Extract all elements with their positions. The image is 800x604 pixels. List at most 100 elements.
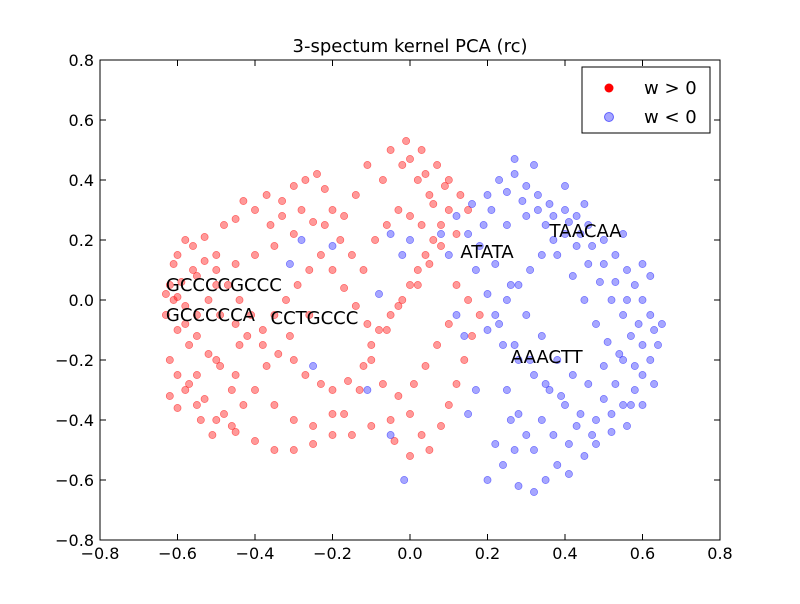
scatter-point-w-positive — [235, 341, 244, 349]
scatter-point-w-negative — [502, 188, 511, 196]
scatter-point-w-negative — [580, 296, 589, 304]
scatter-point-w-positive — [192, 272, 201, 280]
scatter-point-w-negative — [297, 236, 306, 244]
scatter-point-w-negative — [572, 212, 581, 220]
annotation-label: GCCCCCA — [166, 305, 256, 326]
scatter-point-w-negative — [619, 401, 627, 409]
scatter-point-w-positive — [223, 281, 232, 289]
legend-marker-w-positive — [604, 83, 614, 93]
scatter-point-w-negative — [584, 380, 593, 388]
scatter-point-w-negative — [572, 422, 581, 430]
scatter-point-w-positive — [212, 251, 221, 259]
scatter-point-w-positive — [305, 311, 314, 319]
axis-layer: −0.8 −0.6 −0.4 −0.2 0.0 0.2 0.4 0.6 0.8 −0.8 −0.6 −… — [55, 51, 733, 563]
scatter-point-w-positive — [475, 311, 484, 319]
scatter-point-w-positive — [208, 431, 217, 439]
scatter-point-w-positive — [251, 206, 259, 214]
scatter-point-w-positive — [421, 170, 430, 178]
scatter-point-w-positive — [367, 422, 376, 430]
scatter-point-w-negative — [565, 470, 573, 478]
scatter-point-w-negative — [599, 395, 608, 403]
scatter-point-w-positive — [289, 446, 298, 454]
scatter-point-w-positive — [328, 431, 337, 439]
scatter-point-w-positive — [363, 320, 372, 328]
scatter-point-w-positive — [192, 371, 201, 379]
scatter-point-w-positive — [437, 422, 445, 430]
scatter-point-w-positive — [235, 296, 244, 304]
annotation-layer: GCCCCGCCC GCCCCCA CCTGCCC ATATA TAACAA AAACTT — [166, 221, 622, 368]
scatter-point-w-negative — [634, 320, 643, 328]
scatter-point-w-negative — [638, 260, 647, 268]
scatter-point-w-positive — [394, 206, 403, 214]
scatter-point-w-negative — [565, 218, 573, 226]
scatter-point-w-positive — [181, 302, 190, 310]
scatter-point-w-negative — [638, 296, 647, 304]
scatter-point-w-negative — [553, 356, 562, 364]
scatter-point-w-positive — [386, 311, 395, 319]
scatter-point-w-positive — [192, 332, 201, 340]
scatter-point-w-positive — [270, 311, 279, 319]
scatter-point-w-positive — [243, 332, 252, 340]
scatter-point-w-positive — [398, 161, 407, 169]
scatter-point-w-positive — [340, 212, 348, 220]
scatter-point-w-negative — [611, 380, 620, 388]
scatter-point-w-positive — [320, 221, 329, 229]
scatter-point-w-negative — [623, 296, 631, 304]
scatter-point-w-positive — [452, 230, 461, 238]
scatter-point-w-positive — [231, 215, 240, 223]
scatter-point-w-negative — [592, 320, 600, 328]
scatter-point-w-positive — [386, 416, 395, 424]
annotation-label: AAACTT — [511, 347, 584, 368]
scatter-point-w-positive — [231, 428, 240, 436]
scatter-point-w-positive — [417, 431, 426, 439]
scatter-point-w-positive — [468, 332, 476, 340]
scatter-point-w-positive — [301, 371, 310, 379]
scatter-point-w-positive — [417, 221, 426, 229]
scatter-point-w-positive — [309, 440, 317, 448]
scatter-point-w-positive — [289, 230, 298, 238]
scatter-point-w-positive — [177, 278, 186, 286]
scatter-point-w-negative — [561, 182, 569, 190]
scatter-point-w-positive — [247, 311, 255, 319]
scatter-point-w-positive — [444, 176, 453, 184]
scatter-point-w-positive — [278, 197, 286, 205]
scatter-point-w-positive — [161, 311, 170, 319]
scatter-point-w-positive — [212, 416, 221, 424]
scatter-point-w-negative — [479, 221, 488, 229]
scatter-point-w-positive — [270, 446, 279, 454]
scatter-point-w-negative — [627, 332, 635, 340]
scatter-point-w-negative — [615, 350, 624, 358]
scatter-point-w-negative — [437, 230, 445, 238]
scatter-point-w-negative — [599, 260, 608, 268]
scatter-point-w-negative — [510, 341, 519, 349]
scatter-point-w-negative — [510, 170, 519, 178]
scatter-point-w-positive — [359, 362, 368, 370]
scatter-point-w-positive — [239, 401, 248, 409]
scatter-point-w-positive — [406, 281, 414, 289]
scatter-point-w-positive — [351, 302, 360, 310]
scatter-point-w-positive — [301, 176, 310, 184]
scatter-point-w-positive — [309, 422, 317, 430]
scatter-point-w-negative — [630, 362, 639, 370]
scatter-point-w-positive — [181, 320, 190, 328]
scatter-point-w-positive — [200, 233, 209, 241]
scatter-point-w-negative — [619, 230, 627, 238]
scatter-point-w-positive — [165, 392, 174, 400]
scatter-point-w-negative — [514, 356, 523, 364]
scatter-point-w-negative — [549, 431, 558, 439]
scatter-point-w-positive — [444, 320, 453, 328]
scatter-point-w-positive — [375, 326, 383, 334]
scatter-point-w-negative — [553, 461, 562, 469]
chart-title: 3-spectum kernel PCA (rc) — [293, 36, 528, 57]
scatter-point-w-positive — [262, 362, 271, 370]
scatter-point-w-positive — [406, 410, 414, 418]
scatter-point-w-negative — [328, 242, 337, 250]
scatter-point-w-negative — [522, 431, 531, 439]
scatter-point-w-positive — [464, 206, 472, 214]
scatter-point-w-positive — [398, 296, 407, 304]
scatter-point-w-negative — [518, 197, 527, 205]
scatter-point-w-negative — [530, 161, 538, 169]
scatter-point-w-positive — [220, 221, 228, 229]
scatter-point-w-negative — [502, 296, 511, 304]
scatter-point-w-negative — [561, 206, 569, 214]
